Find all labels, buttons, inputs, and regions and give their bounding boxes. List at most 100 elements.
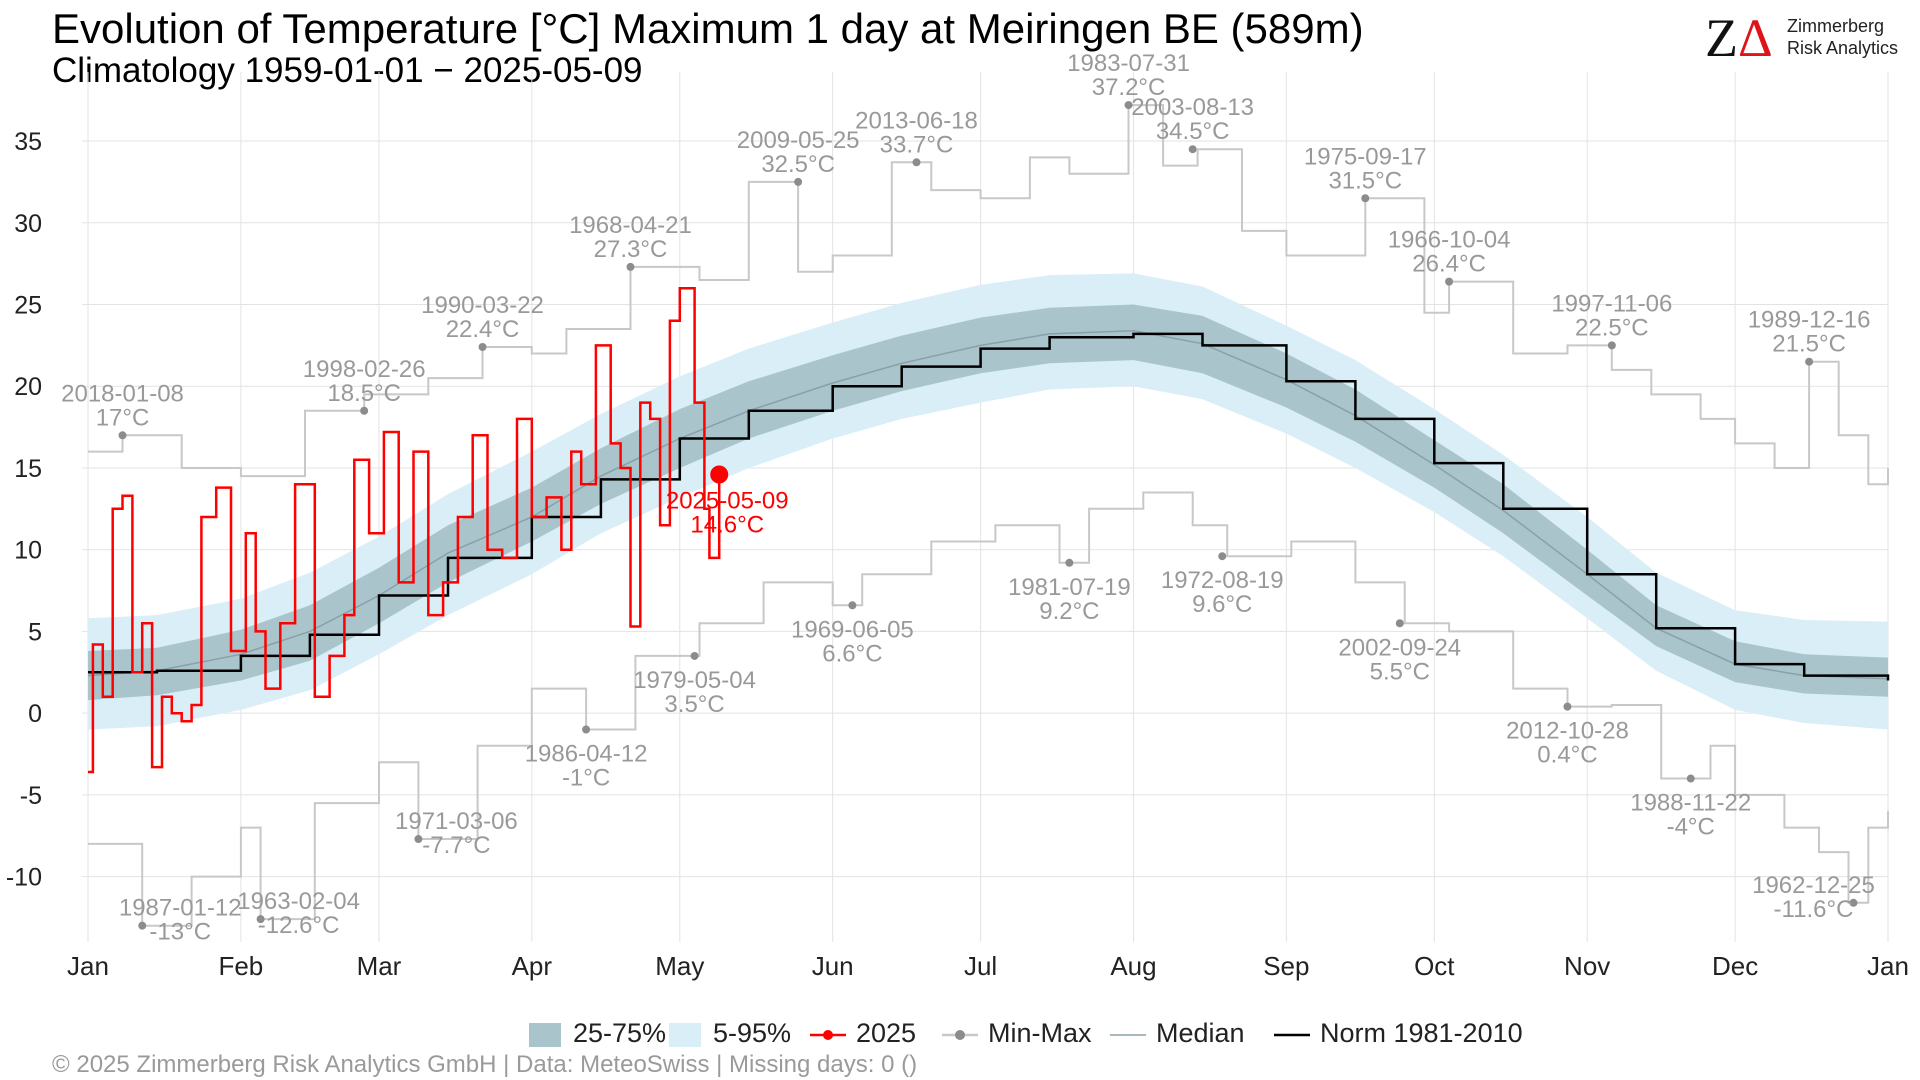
- record-point: [690, 651, 699, 660]
- record-value-label: 37.2°C: [1092, 74, 1166, 101]
- current-year-line: [88, 286, 721, 774]
- record-max-line: [88, 104, 1889, 486]
- record-date-label: 2018-01-08: [61, 380, 184, 407]
- record-point: [1849, 898, 1858, 907]
- current-value-label: 14.6°C: [690, 512, 764, 539]
- band-25-75: [88, 304, 1888, 701]
- record-value-label: 22.4°C: [446, 316, 520, 343]
- y-tick-label: 30: [14, 210, 42, 238]
- record-date-label: 1975-09-17: [1304, 143, 1427, 170]
- record-date-label: 1969-06-05: [791, 616, 914, 643]
- record-point: [1445, 277, 1454, 286]
- y-tick-label: -10: [6, 864, 42, 892]
- record-date-label: 1987-01-12: [119, 895, 242, 922]
- record-date-label: 1971-03-06: [395, 808, 518, 835]
- record-point: [1805, 357, 1814, 366]
- record-point: [414, 835, 423, 844]
- x-tick-label: Dec: [1712, 951, 1758, 981]
- logo-line-1: Zimmerberg: [1787, 16, 1885, 36]
- record-value-label: 0.4°C: [1537, 742, 1597, 769]
- x-tick-label: Aug: [1110, 951, 1156, 981]
- legend-swatch-icon: [529, 1023, 561, 1047]
- record-value-label: 34.5°C: [1156, 118, 1230, 145]
- record-point: [848, 601, 857, 610]
- record-date-label: 1997-11-06: [1551, 290, 1672, 317]
- x-tick-label: Jan: [1867, 951, 1909, 981]
- record-value-label: 5.5°C: [1370, 658, 1430, 685]
- record-point: [1124, 101, 1133, 110]
- current-date-label: 2025-05-09: [666, 488, 789, 515]
- temperature-chart: 35 30 25 20 15 10 5 0 -5 -10 Jan Feb Mar Apr May Jun Jul…: [6, 50, 1909, 981]
- record-point: [1563, 702, 1572, 711]
- record-value-label: 31.5°C: [1328, 167, 1402, 194]
- legend-label: 5-95%: [713, 1018, 792, 1048]
- legend-label: 25-75%: [573, 1018, 667, 1048]
- legend-swatch-icon: [1274, 1033, 1310, 1037]
- legend-label: Median: [1156, 1018, 1245, 1048]
- footer-copyright: © 2025 Zimmerberg Risk Analytics GmbH | …: [52, 1051, 918, 1078]
- record-point: [1607, 341, 1616, 350]
- record-date-label: 1981-07-19: [1008, 574, 1131, 601]
- y-tick-label: 10: [14, 537, 42, 565]
- logo-text: Zimmerberg Risk Analytics: [1787, 15, 1898, 59]
- record-value-label: 27.3°C: [594, 236, 668, 263]
- logo-mark-icon: ZΔ: [1705, 8, 1773, 68]
- record-point: [478, 343, 487, 351]
- current-point: [710, 465, 729, 484]
- record-value-label: 17°C: [96, 404, 150, 431]
- record-value-label: 18.5°C: [327, 380, 401, 407]
- y-tick-label: 20: [14, 373, 42, 401]
- legend-swatch-icon: [810, 1030, 846, 1040]
- record-date-label: 1990-03-22: [421, 292, 544, 319]
- record-value-label: -1°C: [562, 765, 610, 792]
- x-tick-label: Sep: [1263, 951, 1309, 981]
- y-tick-label: 0: [28, 700, 42, 728]
- legend-swatch-icon: [942, 1030, 978, 1040]
- record-date-label: 1983-07-31: [1067, 50, 1190, 77]
- y-tick-label: 5: [28, 618, 42, 646]
- y-tick-label: 25: [14, 292, 42, 320]
- y-tick-label: 35: [14, 128, 42, 156]
- record-value-label: -4°C: [1667, 814, 1715, 841]
- record-min-line: [88, 491, 1889, 927]
- record-point: [118, 431, 127, 440]
- legend-label: Norm 1981-2010: [1320, 1018, 1523, 1048]
- record-point: [1361, 194, 1370, 203]
- record-value-label: 26.4°C: [1412, 251, 1486, 278]
- record-value-label: 33.7°C: [880, 131, 954, 158]
- record-value-label: 32.5°C: [761, 151, 835, 178]
- record-point: [1395, 619, 1404, 628]
- record-point: [1065, 558, 1074, 567]
- x-tick-label: Jul: [964, 951, 997, 981]
- record-value-label: -12.6°C: [258, 912, 340, 939]
- record-value-label: 3.5°C: [664, 691, 724, 718]
- x-tick-label: Mar: [357, 951, 402, 981]
- record-date-label: 2009-05-25: [737, 127, 860, 154]
- record-date-label: 2012-10-28: [1506, 718, 1629, 745]
- record-point: [138, 921, 147, 930]
- x-tick-label: Jan: [67, 951, 109, 981]
- legend-swatch-icon: [669, 1023, 701, 1047]
- record-date-label: 2013-06-18: [855, 107, 978, 134]
- record-date-label: 1998-02-26: [303, 356, 426, 383]
- record-date-label: 1988-11-22: [1630, 790, 1751, 817]
- y-tick-label: 15: [14, 455, 42, 483]
- x-tick-label: Nov: [1564, 951, 1610, 981]
- record-value-label: -11.6°C: [1774, 896, 1854, 923]
- legend-swatch-icon: [1110, 1034, 1146, 1036]
- record-value-label: 9.6°C: [1192, 591, 1252, 618]
- record-date-label: 1972-08-19: [1161, 567, 1284, 594]
- record-point: [1188, 145, 1197, 154]
- record-value-label: -7.7°C: [422, 832, 490, 859]
- record-value-label: 21.5°C: [1772, 331, 1846, 358]
- company-logo: ZΔ Zimmerberg Risk Analytics: [1705, 8, 1905, 68]
- x-tick-label: Feb: [218, 951, 263, 981]
- x-tick-label: Oct: [1414, 951, 1455, 981]
- record-date-label: 1966-10-04: [1388, 227, 1511, 254]
- record-point: [1686, 774, 1695, 783]
- record-point: [582, 725, 591, 734]
- record-date-label: 1989-12-16: [1748, 307, 1871, 334]
- record-point: [1218, 552, 1227, 561]
- record-date-label: 1979-05-04: [633, 667, 756, 694]
- logo-line-2: Risk Analytics: [1787, 38, 1899, 58]
